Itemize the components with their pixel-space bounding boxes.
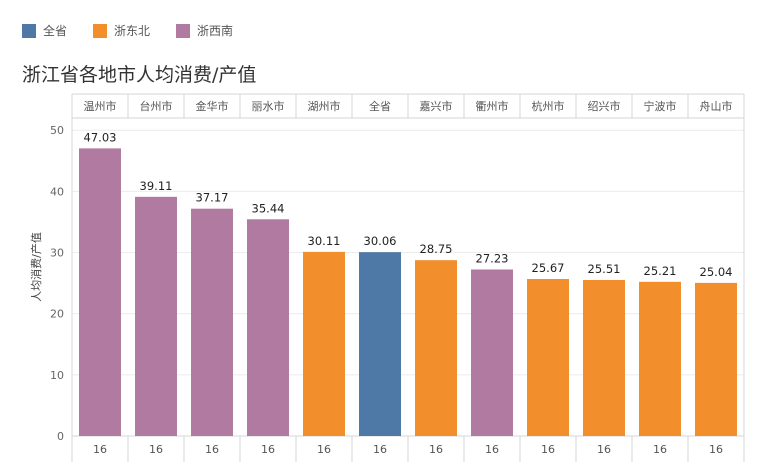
x-category-label: 绍兴市 xyxy=(588,99,621,113)
bar xyxy=(191,208,233,436)
x-category-label: 舟山市 xyxy=(700,99,733,113)
data-label: 37.17 xyxy=(196,191,229,205)
data-label: 25.04 xyxy=(700,265,733,279)
legend-label: 浙东北 xyxy=(114,24,151,38)
bottom-count-label: 16 xyxy=(149,443,163,456)
data-label: 35.44 xyxy=(252,201,285,215)
bar xyxy=(527,279,569,436)
y-tick-label: 10 xyxy=(50,369,64,382)
y-tick-label: 40 xyxy=(50,185,64,198)
bottom-count-label: 16 xyxy=(429,443,443,456)
y-axis-label: 人均消费/产值 xyxy=(29,232,43,302)
data-label: 25.67 xyxy=(532,261,565,275)
bottom-count-label: 16 xyxy=(653,443,667,456)
legend-label: 浙西南 xyxy=(197,24,234,38)
y-tick-label: 0 xyxy=(57,430,64,443)
bar xyxy=(583,279,625,436)
bar xyxy=(359,252,401,436)
y-tick-label: 30 xyxy=(50,247,64,260)
x-category-label: 台州市 xyxy=(140,99,173,113)
bar xyxy=(695,282,737,436)
data-label: 30.06 xyxy=(364,234,397,248)
legend-label: 全省 xyxy=(43,24,68,38)
bottom-count-label: 16 xyxy=(709,443,723,456)
bottom-count-label: 16 xyxy=(93,443,107,456)
legend: 全省 浙东北 浙西南 xyxy=(22,22,233,39)
x-category-label: 丽水市 xyxy=(252,99,285,113)
bar xyxy=(247,219,289,436)
x-category-label: 金华市 xyxy=(196,99,229,113)
bottom-count-label: 16 xyxy=(261,443,275,456)
data-label: 47.03 xyxy=(84,130,117,144)
data-label: 25.51 xyxy=(588,262,621,276)
bar xyxy=(471,269,513,436)
bottom-count-label: 16 xyxy=(317,443,331,456)
data-label: 28.75 xyxy=(420,242,453,256)
legend-swatch xyxy=(22,23,36,38)
data-label: 25.21 xyxy=(644,264,677,278)
y-tick-label: 50 xyxy=(50,124,64,137)
data-label: 39.11 xyxy=(140,179,173,193)
legend-swatch xyxy=(176,23,191,38)
bar xyxy=(415,260,457,436)
x-category-label: 湖州市 xyxy=(308,99,341,113)
bar xyxy=(135,196,177,436)
bottom-count-label: 16 xyxy=(485,443,499,456)
data-label: 27.23 xyxy=(476,251,509,265)
x-category-label: 嘉兴市 xyxy=(420,99,453,113)
x-category-label: 衢州市 xyxy=(476,99,509,113)
bar xyxy=(79,148,121,436)
x-category-label: 温州市 xyxy=(84,99,117,113)
data-label: 30.11 xyxy=(308,234,341,248)
y-tick-label: 20 xyxy=(50,308,64,321)
x-category-label: 杭州市 xyxy=(532,99,565,113)
x-category-label: 宁波市 xyxy=(644,99,677,113)
bar xyxy=(639,281,681,436)
x-category-label: 全省 xyxy=(369,99,391,113)
legend-swatch xyxy=(93,23,108,38)
bottom-count-label: 16 xyxy=(205,443,219,456)
legend-item-zhedongbei[interactable]: 浙东北 xyxy=(93,22,150,39)
bottom-count-label: 16 xyxy=(541,443,555,456)
bottom-count-label: 16 xyxy=(597,443,611,456)
legend-item-quansheng[interactable]: 全省 xyxy=(22,22,67,39)
chart-title: 浙江省各地市人均消费/产值 xyxy=(22,64,257,86)
legend-item-zhexinan[interactable]: 浙西南 xyxy=(176,22,233,39)
bar xyxy=(303,251,345,436)
bottom-count-label: 16 xyxy=(373,443,387,456)
